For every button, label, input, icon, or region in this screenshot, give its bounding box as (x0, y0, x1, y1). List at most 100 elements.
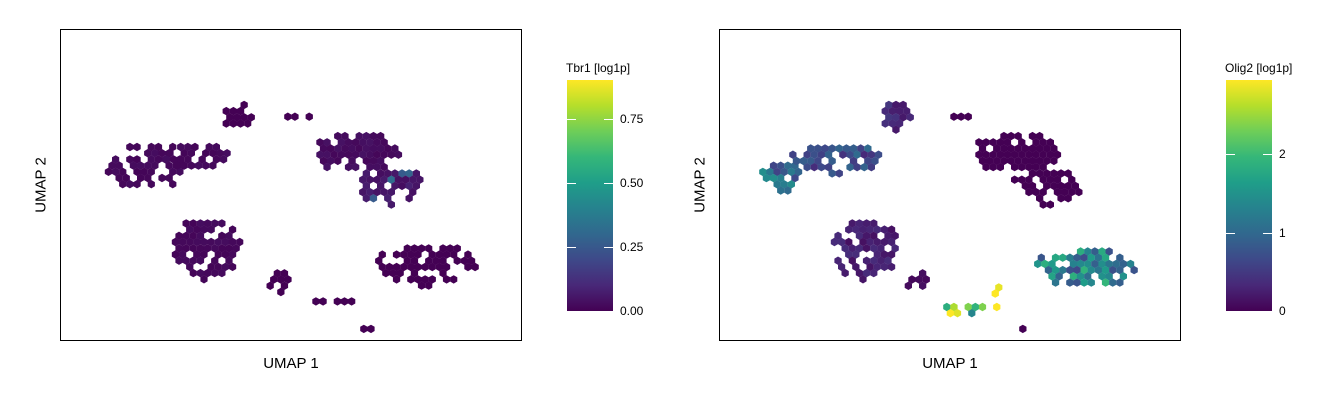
cell-point (323, 138, 331, 147)
cell-point (165, 161, 173, 170)
colorbar-gradient (567, 80, 613, 311)
cell-point (316, 138, 324, 147)
colorbar-tick-mark (567, 118, 576, 120)
cell-point (1080, 265, 1088, 275)
cell-point (409, 175, 417, 184)
cell-point (887, 250, 896, 259)
cell-point (1007, 131, 1015, 141)
cell-point (147, 167, 155, 176)
cell-point (112, 167, 120, 176)
cell-point (362, 181, 370, 191)
cell-point (421, 275, 429, 284)
cell-point (1057, 194, 1065, 203)
cell-point (222, 106, 230, 116)
cell-point (1011, 162, 1019, 172)
cell-point (412, 169, 420, 178)
cell-point (341, 144, 349, 153)
cell-point (1116, 265, 1124, 275)
cell-point (857, 144, 865, 153)
cell-point (906, 113, 914, 122)
cell-point (416, 175, 424, 184)
cell-point (382, 269, 390, 278)
cell-point (842, 144, 851, 153)
cell-point (216, 149, 224, 158)
cell-point (1094, 265, 1103, 275)
cell-point (175, 256, 183, 265)
cell-point (982, 162, 990, 172)
cell-point (189, 256, 197, 265)
cell-point (1028, 131, 1037, 141)
colorbar-tick-label: 0.00 (620, 304, 644, 318)
cell-point (1046, 200, 1054, 209)
cell-point (777, 161, 785, 170)
cell-point (849, 144, 858, 153)
cell-point (166, 149, 174, 158)
cell-point (380, 175, 388, 184)
cell-point (417, 281, 426, 290)
cell-point (126, 180, 134, 189)
cell-point (766, 167, 774, 177)
colorbar-tick-mark (1226, 154, 1235, 156)
cell-point (428, 262, 436, 272)
colorbar-tick-mark (604, 311, 613, 312)
cell-point (848, 256, 856, 265)
cell-point (777, 173, 785, 183)
cell-point (978, 144, 987, 153)
cell-point (189, 268, 197, 278)
cell-point (817, 150, 826, 159)
cell-point (1048, 259, 1056, 269)
cell-point (1112, 259, 1120, 269)
cell-point (147, 142, 155, 152)
cell-point (821, 144, 829, 153)
cell-point (870, 268, 878, 278)
cell-point (158, 173, 166, 183)
cell-point (209, 161, 217, 170)
cell-point (978, 302, 987, 312)
cell-point (171, 237, 180, 247)
cell-point (989, 162, 997, 172)
cell-point (1039, 200, 1047, 209)
cell-point (421, 262, 429, 272)
cell-point (367, 324, 375, 334)
cell-point (1091, 259, 1099, 269)
cell-point (1043, 181, 1051, 191)
cell-point (1028, 144, 1037, 153)
cell-point (198, 155, 206, 164)
cell-point (1068, 187, 1076, 197)
cell-point (1091, 247, 1099, 256)
plot-area-olig2 (719, 29, 1181, 341)
cell-point (880, 262, 889, 272)
cell-point (1036, 131, 1044, 141)
cell-point (1059, 265, 1067, 275)
cell-point (1025, 150, 1033, 159)
cell-point (773, 180, 781, 189)
cell-point (229, 119, 237, 128)
cell-point (1055, 272, 1063, 281)
cell-point (348, 297, 356, 306)
cell-point (392, 262, 401, 272)
y-axis-label: UMAP 2 (691, 157, 709, 213)
cell-point (228, 237, 237, 247)
cell-point (151, 149, 159, 158)
cell-point (1087, 253, 1095, 262)
cell-point (223, 149, 231, 158)
cell-point (348, 156, 356, 166)
cell-point (830, 237, 839, 247)
cell-point (1071, 181, 1079, 191)
cell-point (344, 162, 353, 172)
cell-point (1130, 265, 1138, 275)
cell-point (435, 250, 444, 259)
cell-point (425, 281, 433, 290)
cell-point (978, 156, 987, 166)
cell-point (366, 150, 374, 159)
cell-point (1109, 278, 1117, 287)
cell-point (218, 231, 226, 240)
cell-point (1043, 144, 1051, 153)
cell-point (319, 297, 327, 306)
cell-point (460, 256, 468, 265)
cell-point (377, 169, 385, 178)
cell-point (226, 113, 234, 122)
cell-point (828, 169, 836, 178)
colorbar (567, 80, 613, 311)
cell-point (864, 156, 872, 166)
